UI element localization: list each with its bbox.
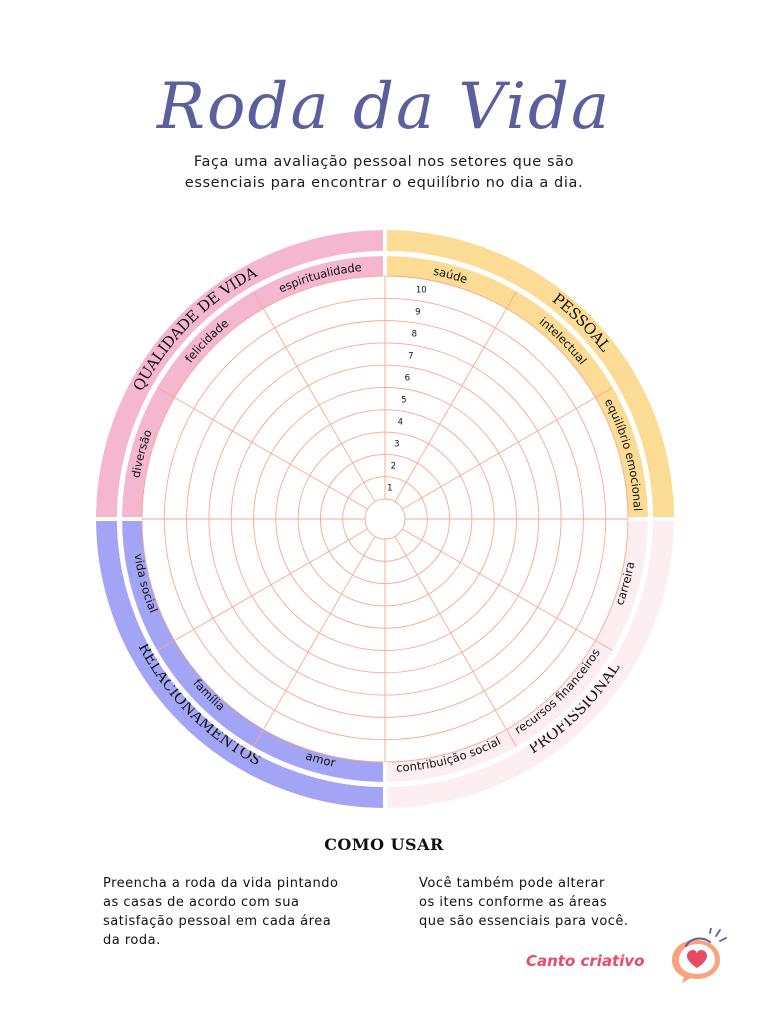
how-to-use-right-text: Você também pode alterar os itens confor… [419, 874, 629, 931]
grid-spoke [402, 387, 613, 510]
scale-number: 8 [412, 330, 417, 340]
grid-background [142, 276, 628, 762]
how-to-use-line: satisfação pessoal em cada área [103, 914, 332, 929]
how-to-use-line: Você também pode alterar [419, 876, 605, 891]
grid-spoke [402, 528, 613, 651]
category-band-pessoal [386, 230, 674, 518]
item-band-relacionamentos [122, 520, 384, 782]
scale-number: 3 [394, 440, 399, 450]
brand-name: Canto criativo [526, 952, 645, 970]
category-band-qualidade-de-vida [96, 230, 384, 518]
grid-spoke [394, 536, 517, 747]
grid-spoke [253, 536, 376, 747]
band-gap [117, 251, 653, 787]
page-title: Roda da Vida [156, 70, 612, 144]
scale-number: 4 [398, 418, 403, 428]
how-to-use-title: COMO USAR [324, 835, 444, 854]
brand-logo: Canto criativo [526, 928, 727, 988]
grid-spoke [157, 387, 368, 510]
grid-spoke [394, 291, 517, 502]
grid-spoke [157, 528, 368, 651]
subtitle-line: essenciais para encontrar o equilíbrio n… [184, 175, 584, 191]
scale-number: 7 [408, 352, 413, 362]
how-to-use-line: os itens conforme as áreas [419, 895, 608, 910]
category-band-profissional [386, 520, 674, 808]
item-band-profissional [386, 520, 648, 782]
category-band-relacionamentos [96, 520, 384, 808]
item-band-pessoal [386, 256, 648, 518]
how-to-use-line: Preencha a roda da vida pintando [103, 876, 339, 891]
item-band-qualidade-de-vida [122, 256, 384, 518]
chat-heart-icon [672, 928, 727, 983]
how-to-use-line: as casas de acordo com sua [103, 895, 300, 910]
subtitle: Faça uma avaliação pessoal nos setores q… [0, 152, 768, 194]
how-to-use-line: da roda. [103, 933, 161, 948]
scale-number: 6 [405, 374, 410, 384]
subtitle-line: Faça uma avaliação pessoal nos setores q… [193, 154, 575, 170]
scale-number: 9 [415, 308, 420, 318]
scale-number: 10 [416, 286, 427, 296]
scale-number: 2 [391, 462, 396, 472]
scale-number: 1 [387, 484, 392, 494]
how-to-use-line: que são essenciais para você. [419, 914, 629, 929]
how-to-use-left-text: Preencha a roda da vida pintando as casa… [103, 874, 338, 950]
scale-number: 5 [401, 396, 406, 406]
grid-spoke [253, 291, 376, 502]
